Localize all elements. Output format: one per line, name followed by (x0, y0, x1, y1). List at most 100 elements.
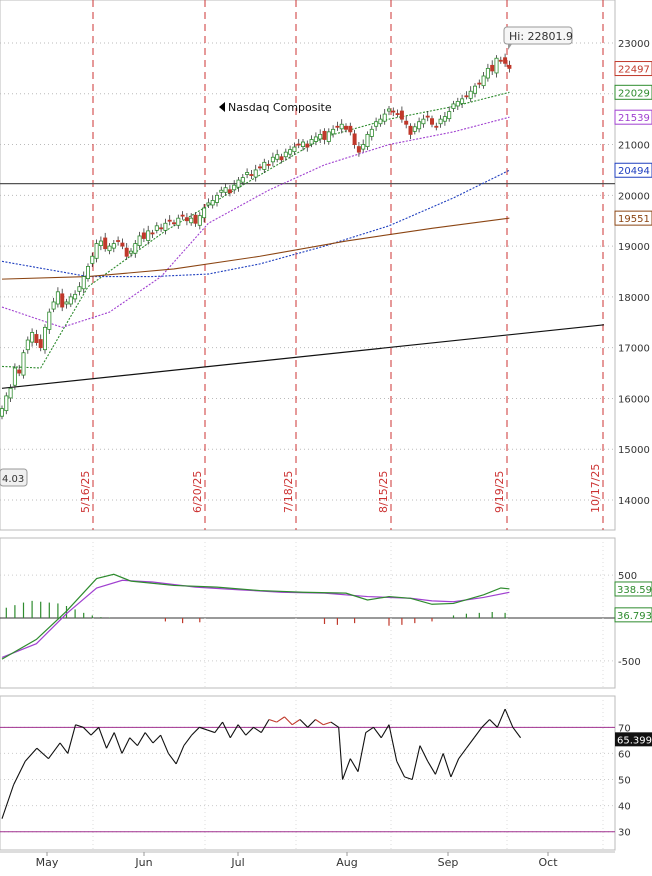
candle-body (171, 222, 176, 225)
rsi-line-segment (349, 758, 359, 772)
rsi-line-segment (191, 726, 200, 736)
candle-body (343, 125, 348, 130)
rsi-line-segment (450, 758, 460, 778)
moving-average-line (1, 169, 510, 278)
candle-body (369, 128, 374, 137)
rsi-line-segment (396, 761, 405, 778)
candle-body (275, 154, 280, 160)
price-label-box (614, 109, 652, 125)
candle-body (447, 111, 452, 120)
candle-body (240, 177, 245, 183)
high-label: Hi: 22801.9 (503, 26, 573, 50)
rsi-line-segment (458, 747, 467, 759)
month-label: Sep (438, 856, 459, 869)
macd-tick-label: -500 (618, 657, 641, 668)
left-value-box (0, 468, 28, 487)
rsi-line-segment (411, 745, 421, 780)
candle-body (163, 222, 168, 231)
candle-body (253, 169, 258, 178)
candle-body (472, 85, 477, 94)
price-tick-label: 21000 (618, 141, 650, 152)
rsi-line-segment (253, 726, 262, 733)
rsi-line-segment (47, 742, 61, 759)
candle-body (137, 235, 142, 247)
rsi-line-segment (183, 734, 193, 746)
macd-label-box (614, 607, 652, 623)
rsi-line-segment (299, 719, 309, 728)
candle-body (391, 110, 396, 113)
event-date-label: 10/17/25 (589, 464, 602, 513)
candle-body (227, 189, 232, 194)
rsi-line-segment (419, 745, 429, 762)
rsi-label-box (615, 732, 652, 747)
month-label: Oct (538, 856, 558, 869)
event-date-label: 9/19/25 (493, 471, 506, 513)
rsi-line-segment (237, 724, 247, 736)
price-label-text: 20494 (618, 166, 650, 177)
candle-body (494, 57, 499, 74)
candle-body (116, 240, 121, 242)
rsi-line-segment (365, 726, 374, 733)
candle-body (124, 247, 129, 257)
rsi-line-segment (330, 721, 339, 728)
rsi-line-segment (357, 732, 367, 772)
candle-body (481, 75, 486, 87)
rsi-line-segment (75, 724, 84, 728)
candle-body (150, 232, 155, 235)
rsi-line-segment (167, 753, 177, 765)
rsi-line-segment (489, 719, 498, 728)
rsi-line-segment (229, 724, 239, 739)
rsi-line-segment (512, 726, 522, 739)
candle-body (90, 255, 95, 264)
price-tick-label: 16000 (618, 394, 650, 405)
rsi-line-segment (152, 734, 162, 744)
macd-label-box (614, 581, 652, 597)
candle-body (111, 243, 116, 249)
rsi-line-segment (82, 726, 92, 736)
candle-body (86, 266, 91, 280)
rsi-line-segment (504, 708, 514, 728)
left-value-label: 4.03 (0, 468, 28, 487)
rsi-line-segment (59, 742, 69, 754)
candle-body (382, 113, 387, 122)
rsi-line-segment (307, 719, 316, 728)
candle-body (399, 110, 404, 120)
candle-body (167, 219, 172, 222)
candle-body (197, 215, 202, 226)
rsi-line-segment (442, 753, 452, 778)
candle-body (38, 339, 43, 349)
candle-body (425, 115, 430, 118)
candle-body (107, 245, 112, 252)
candle-body (378, 118, 383, 125)
rsi-line-segment (175, 745, 185, 765)
rsi-line-segment (427, 760, 436, 775)
candle-body (12, 367, 17, 386)
rsi-label-text: 65.399 (617, 735, 652, 746)
price-panel: 2300022000210002000019000180001700016000… (0, 0, 652, 531)
price-tick-label: 23000 (618, 39, 650, 50)
candle-body (159, 227, 164, 230)
candle-body (154, 225, 159, 231)
rsi-line-segment (36, 747, 49, 760)
macd-line (1, 573, 510, 660)
candle-body (507, 64, 512, 69)
candle-body (455, 100, 460, 107)
price-tick-label: 20000 (618, 191, 650, 202)
price-tick-label: 18000 (618, 293, 650, 304)
candle-body (8, 387, 13, 399)
rsi-line-segment (90, 726, 100, 736)
candle-body (189, 217, 194, 224)
rsi-line-segment (121, 737, 131, 754)
candle-body (64, 301, 69, 305)
rsi-line-segment (24, 747, 38, 762)
candle-body (292, 146, 297, 153)
candle-body (210, 200, 215, 206)
candle-body (4, 395, 9, 412)
left-arrow-icon (219, 102, 225, 112)
candle-body (30, 332, 35, 343)
candle-body (460, 98, 465, 104)
candle-body (146, 230, 151, 241)
candle-body (184, 217, 189, 222)
candle-body (17, 369, 22, 374)
